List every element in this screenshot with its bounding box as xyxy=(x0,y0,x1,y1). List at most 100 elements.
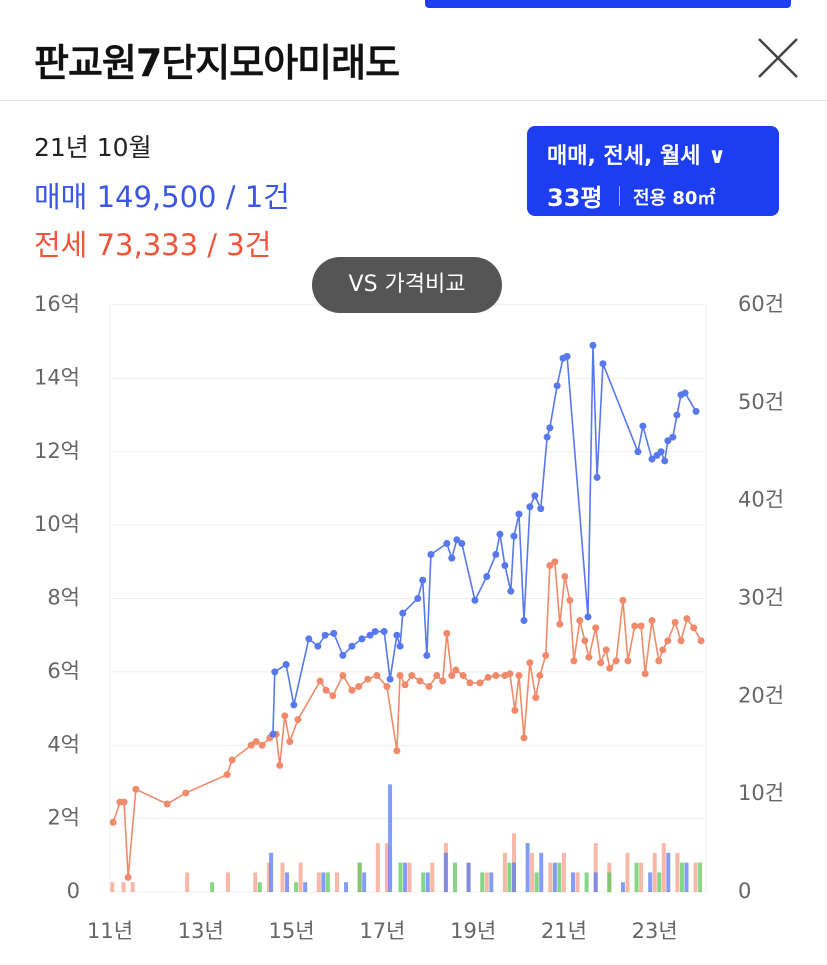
price-point xyxy=(316,677,324,685)
price-point xyxy=(364,675,372,683)
price-point xyxy=(393,747,401,755)
compare-button[interactable]: VS 가격비교 xyxy=(312,257,502,313)
price-point xyxy=(511,706,519,714)
volume-bar xyxy=(316,872,321,892)
price-line xyxy=(112,560,702,878)
price-point xyxy=(380,628,388,636)
price-point xyxy=(330,629,338,637)
volume-bar xyxy=(375,843,380,892)
y-tick-label: 14억 xyxy=(34,365,80,389)
y-tick-label: 12억 xyxy=(34,439,80,463)
price-point xyxy=(290,701,298,709)
price-point xyxy=(593,473,601,481)
volume-bar xyxy=(130,882,135,892)
volume-bar xyxy=(110,882,115,892)
price-point xyxy=(515,672,523,680)
volume-bar xyxy=(661,843,666,892)
filter-button[interactable]: 매매, 전세, 월세 ∨ 33평 전용 80㎡ xyxy=(527,126,779,216)
price-point xyxy=(612,657,620,665)
price-point xyxy=(683,615,691,623)
y2-tick-label: 40건 xyxy=(738,488,784,512)
price-point xyxy=(305,635,313,643)
price-point xyxy=(657,448,665,456)
price-point xyxy=(452,666,460,674)
price-point xyxy=(393,631,401,639)
price-point xyxy=(483,572,491,580)
price-point xyxy=(466,679,474,687)
volume-bar xyxy=(384,843,389,892)
volume-bar xyxy=(388,784,393,892)
price-point xyxy=(664,637,672,645)
price-point xyxy=(553,382,561,390)
price-point xyxy=(458,539,466,547)
price-point xyxy=(314,642,322,650)
price-point xyxy=(506,670,514,678)
volume-bar xyxy=(666,852,671,892)
volume-bar xyxy=(253,872,258,892)
price-point xyxy=(459,672,467,680)
y-tick-label: 0 xyxy=(67,879,80,903)
price-point xyxy=(692,407,700,415)
price-point xyxy=(329,692,337,700)
price-point xyxy=(448,672,456,680)
price-point xyxy=(182,789,190,797)
volume-bar xyxy=(593,872,598,892)
price-point xyxy=(496,530,504,538)
price-point xyxy=(471,596,479,604)
price-point xyxy=(366,631,374,639)
price-point xyxy=(408,672,416,680)
volume-bar xyxy=(407,862,412,892)
price-point xyxy=(619,596,627,604)
price-point xyxy=(492,550,500,558)
volume-bar xyxy=(303,882,308,892)
x-tick-label: 21년 xyxy=(541,919,587,943)
price-point xyxy=(383,683,391,691)
price-point xyxy=(396,672,404,680)
volume-bar xyxy=(398,862,403,892)
volume-bar xyxy=(548,862,553,892)
price-point xyxy=(419,576,427,584)
price-point xyxy=(581,637,589,645)
price-point xyxy=(563,352,571,360)
volume-bar xyxy=(625,852,630,892)
price-point xyxy=(492,672,500,680)
volume-bar xyxy=(185,872,190,892)
y2-tick-label: 0 xyxy=(738,879,751,903)
price-point xyxy=(536,672,544,680)
price-point xyxy=(690,624,698,632)
price-point xyxy=(414,595,422,602)
selected-date: 21년 10월 xyxy=(34,133,152,162)
price-point xyxy=(526,659,534,667)
price-point xyxy=(631,622,639,630)
volume-bar xyxy=(484,872,489,892)
sale-price: 매매 149,500 / 1건 xyxy=(34,180,290,214)
volume-bar xyxy=(557,862,562,892)
price-point xyxy=(585,653,593,661)
y2-tick-label: 20건 xyxy=(738,683,784,707)
close-button[interactable] xyxy=(756,36,800,80)
price-point xyxy=(546,424,554,432)
volume-bar xyxy=(693,862,698,892)
price-point xyxy=(566,596,574,604)
volume-bar xyxy=(607,872,612,892)
price-point xyxy=(576,617,584,625)
price-point xyxy=(443,629,451,637)
price-point xyxy=(373,672,381,680)
volume-bar xyxy=(269,852,274,892)
x-tick-label: 13년 xyxy=(178,919,224,943)
price-point xyxy=(606,664,614,672)
volume-bar xyxy=(575,872,580,892)
y2-tick-label: 30건 xyxy=(738,586,784,610)
volume-bar xyxy=(530,852,535,892)
price-point xyxy=(602,646,610,654)
price-point xyxy=(124,873,132,881)
volume-bar xyxy=(285,872,290,892)
volume-bar xyxy=(443,852,448,892)
price-point xyxy=(294,716,302,724)
volume-bar xyxy=(334,872,339,892)
volume-bar xyxy=(648,872,653,892)
price-point xyxy=(634,448,642,456)
price-point xyxy=(228,756,236,764)
volume-bar xyxy=(257,882,262,892)
volume-bar xyxy=(684,862,689,892)
